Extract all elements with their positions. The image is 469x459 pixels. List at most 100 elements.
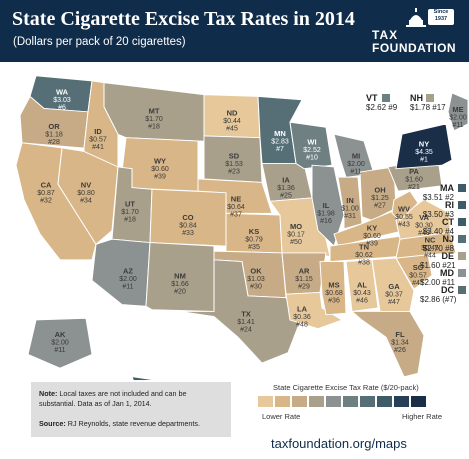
note-label: Note: xyxy=(39,389,58,398)
state-shape-me xyxy=(447,92,469,132)
state-label-az-abbr: AZ xyxy=(123,267,133,276)
state-label-tx-rank: #24 xyxy=(240,327,252,334)
state-label-fl-rank: #26 xyxy=(394,347,406,354)
state-label-mn-abbr: MN xyxy=(274,129,286,138)
callout-ri: RI $3.50 #3 xyxy=(420,200,454,219)
state-label-ak-rank: #11 xyxy=(54,347,65,354)
state-label-ca-abbr: CA xyxy=(41,181,52,190)
state-label-ut-value: $1.70 xyxy=(121,209,139,216)
state-label-co-value: $0.84 xyxy=(179,223,197,230)
callout-vt: VT $2.62 #9 xyxy=(366,93,397,112)
callout-ma-abbr: MA xyxy=(440,183,454,193)
state-label-az-rank: #11 xyxy=(122,284,133,291)
state-label-wy-abbr: WY xyxy=(154,156,166,165)
state-label-in-abbr: IN xyxy=(346,196,354,205)
state-label-id-abbr: ID xyxy=(94,127,102,136)
callout-nj-abbr: NJ xyxy=(442,234,454,244)
legend-swatch-2 xyxy=(275,396,290,407)
state-label-pa-value: $1.60 xyxy=(405,176,423,183)
state-label-in-rank: #31 xyxy=(344,213,356,220)
state-shape-ms xyxy=(319,261,347,316)
state-label-nc-value: $0.45 xyxy=(421,245,439,252)
state-label-ms-rank: #36 xyxy=(328,297,340,304)
state-label-fl-abbr: FL xyxy=(395,330,405,339)
state-shape-hi xyxy=(131,376,158,380)
state-label-wi-rank: #10 xyxy=(306,155,318,162)
state-label-ar-value: $1.15 xyxy=(295,276,313,283)
state-shape-al xyxy=(345,259,379,312)
callout-nh: NH $1.78 #17 xyxy=(410,93,446,112)
state-label-oh-rank: #27 xyxy=(374,203,386,210)
note-text: Local taxes are not included and can be … xyxy=(39,389,187,408)
since-1937-badge: Since 1937 xyxy=(428,9,454,25)
state-label-tx-abbr: TX xyxy=(241,310,251,319)
capitol-dome-icon xyxy=(406,8,426,27)
state-shape-nv xyxy=(57,147,119,246)
callout-md: MD $2.00 #11 xyxy=(420,268,455,287)
state-label-ak-abbr: AK xyxy=(55,330,66,339)
state-label-id-rank: #41 xyxy=(92,144,104,151)
state-label-wv-rank: #43 xyxy=(398,222,410,229)
state-label-ut-rank: #18 xyxy=(124,216,136,223)
map-subtitle: (Dollars per pack of 20 cigarettes) xyxy=(13,36,186,48)
state-shape-ny xyxy=(395,123,453,170)
state-label-me-rank: #11 xyxy=(452,122,463,129)
state-label-ut-abbr: UT xyxy=(125,199,135,208)
legend-swatch-4 xyxy=(309,396,324,407)
state-label-ia-abbr: IA xyxy=(282,175,290,184)
callout-nh-swatch xyxy=(426,94,434,102)
callout-dc-swatch xyxy=(458,286,466,294)
state-shape-la xyxy=(285,292,344,330)
state-label-or-rank: #28 xyxy=(48,139,60,146)
state-label-nd-value: $0.44 xyxy=(223,118,241,125)
state-label-ny-rank: #1 xyxy=(420,156,428,163)
state-label-wi-value: $2.52 xyxy=(303,147,321,154)
callout-md-value: $2.00 #11 xyxy=(420,278,455,287)
footer-url[interactable]: taxfoundation.org/maps xyxy=(271,436,407,451)
callout-ct-abbr: CT xyxy=(442,217,454,227)
state-label-pa-rank: #21 xyxy=(408,184,420,191)
callout-de-abbr: DE xyxy=(441,251,454,261)
state-label-il-abbr: IL xyxy=(323,201,330,210)
state-label-la-rank: #48 xyxy=(296,321,308,328)
state-label-or-abbr: OR xyxy=(48,122,60,131)
state-label-wy-rank: #39 xyxy=(154,173,166,180)
callout-ri-swatch xyxy=(458,201,466,209)
state-label-ky-abbr: KY xyxy=(367,224,377,233)
state-label-ne-value: $0.64 xyxy=(227,204,245,211)
state-shape-az xyxy=(91,238,151,307)
callout-nj-swatch xyxy=(458,235,466,243)
state-label-or-value: $1.18 xyxy=(45,132,63,139)
callout-md-abbr: MD xyxy=(440,268,454,278)
legend-swatch-6 xyxy=(343,396,358,407)
legend-high-label: Higher Rate xyxy=(402,412,443,421)
callout-ma-swatch xyxy=(458,184,466,192)
callout-ma-value: $3.51 #2 xyxy=(422,193,454,202)
state-label-id-value: $0.57 xyxy=(89,137,107,144)
us-choropleth-map: WA$3.03#6OR$1.18#28CA$0.87#32ID$0.57#41N… xyxy=(15,75,469,380)
legend-swatch-7 xyxy=(360,396,375,407)
state-label-nc-abbr: NC xyxy=(425,236,436,245)
since-label: Since xyxy=(433,9,449,15)
state-label-sd-abbr: SD xyxy=(229,151,240,160)
state-label-sc-value: $0.57 xyxy=(409,273,427,280)
state-label-va-rank: #49 xyxy=(418,230,430,237)
callout-vt-swatch xyxy=(382,94,390,102)
state-label-ne-rank: #37 xyxy=(230,211,242,218)
state-label-nm-value: $1.66 xyxy=(171,281,189,288)
state-label-al-abbr: AL xyxy=(357,280,367,289)
state-label-ne-abbr: NE xyxy=(231,194,241,203)
state-label-nm-rank: #20 xyxy=(174,289,186,296)
state-shapes xyxy=(15,75,469,380)
callout-vt-value: $2.62 #9 xyxy=(366,103,398,112)
state-label-ks-value: $0.79 xyxy=(245,237,263,244)
callout-ct-value: $3.40 #4 xyxy=(422,227,454,236)
state-labels: WA$3.03#6OR$1.18#28CA$0.87#32ID$0.57#41N… xyxy=(37,88,467,355)
state-label-ok-value: $1.03 xyxy=(247,276,265,283)
state-label-ky-value: $0.60 xyxy=(363,233,381,240)
logo-word-tax: TAX xyxy=(372,28,399,42)
state-label-ok-rank: #30 xyxy=(250,284,262,291)
state-label-ga-rank: #47 xyxy=(388,299,400,306)
state-shape-nm xyxy=(145,242,215,312)
note-box: Note: Local taxes are not included and c… xyxy=(31,382,231,437)
